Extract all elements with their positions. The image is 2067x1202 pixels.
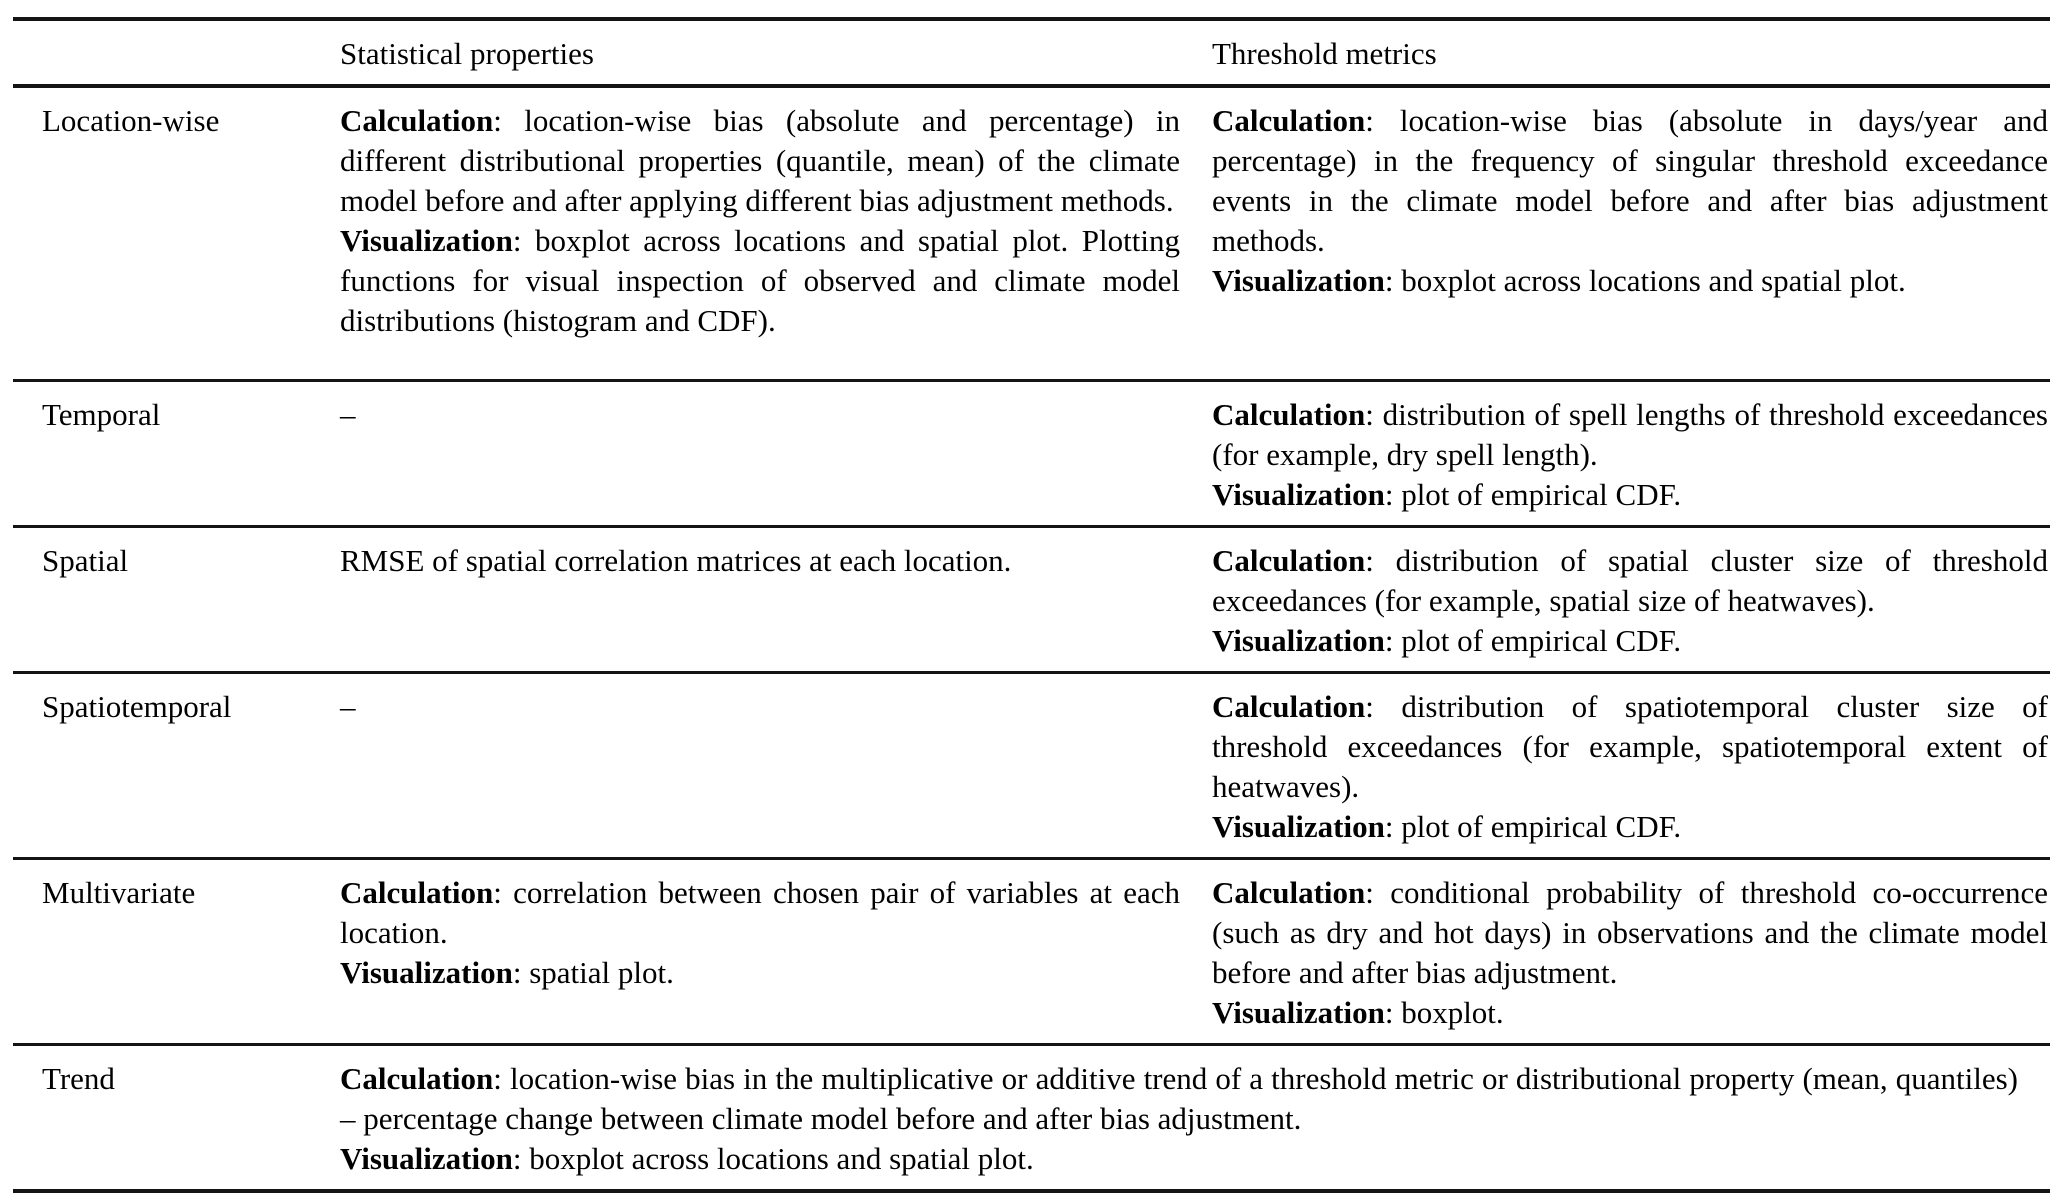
paragraph-label: Calculation	[1212, 688, 1366, 724]
cell-paragraph: Visualization: spatial plot.	[340, 954, 674, 990]
threshold-metrics-cell: Calculation: distribution of spatiotempo…	[1212, 672, 2050, 858]
threshold-metrics-cell: Calculation: distribution of spell lengt…	[1212, 380, 2050, 526]
cell-paragraph: Visualization: plot of empirical CDF.	[1212, 622, 1682, 658]
table-header-row: Statistical properties Threshold metrics	[13, 19, 2050, 86]
paragraph-label: Visualization	[1212, 476, 1385, 512]
paragraph-label: Calculation	[1212, 542, 1366, 578]
row-label: Temporal	[42, 396, 161, 432]
paragraph-label: Visualization	[340, 1140, 513, 1176]
threshold-metrics-cell: Calculation: conditional probability of …	[1212, 858, 2050, 1044]
paragraph-label: Visualization	[340, 954, 513, 990]
statistical-properties-cell: RMSE of spatial correlation matrices at …	[340, 526, 1212, 672]
table-row: Spatial RMSE of spatial correlation matr…	[13, 526, 2050, 672]
row-label: Multivariate	[42, 874, 196, 910]
statistical-properties-cell: Calculation: location-wise bias in the m…	[340, 1044, 2050, 1191]
paragraph-label: Calculation	[1212, 396, 1366, 432]
paragraph-label: Visualization	[1212, 994, 1385, 1030]
table-body: Location-wise Calculation: location-wise…	[13, 86, 2050, 1191]
paragraph-label: Calculation	[340, 103, 494, 138]
cell-paragraph: Visualization: plot of empirical CDF.	[1212, 808, 1682, 844]
cell-paragraph: Calculation: distribution of spatiotempo…	[1212, 688, 2048, 804]
cell-paragraph: Visualization: boxplot.	[1212, 994, 1504, 1030]
threshold-metrics-cell: Calculation: location-wise bias (absolut…	[1212, 86, 2050, 380]
table-row: Spatiotemporal – Calculation: distributi…	[13, 672, 2050, 858]
statistical-properties-cell: Calculation: correlation between chosen …	[340, 858, 1212, 1044]
cell-paragraph: Visualization: boxplot across locations …	[340, 223, 1180, 338]
cell-paragraph: Calculation: correlation between chosen …	[340, 874, 1180, 950]
cell-paragraph: Calculation: location-wise bias (absolut…	[340, 103, 1180, 218]
row-label: Spatiotemporal	[42, 688, 232, 724]
paragraph-label: Calculation	[340, 874, 494, 910]
cell-paragraph: Visualization: plot of empirical CDF.	[1212, 476, 1682, 512]
paragraph-label: Visualization	[340, 223, 513, 258]
table-row: Multivariate Calculation: correlation be…	[13, 858, 2050, 1044]
cell-paragraph: –	[340, 688, 356, 724]
paragraph-label: Visualization	[1212, 808, 1385, 844]
cell-paragraph: Visualization: boxplot across locations …	[1212, 263, 1906, 298]
cell-paragraph: Calculation: location-wise bias (absolut…	[1212, 103, 2048, 258]
paragraph-label: Calculation	[1212, 103, 1366, 138]
cell-paragraph: RMSE of spatial correlation matrices at …	[340, 542, 1012, 578]
paragraph-label: Calculation	[1212, 874, 1366, 910]
cell-paragraph: –	[340, 396, 356, 432]
row-label: Spatial	[42, 542, 129, 578]
cell-paragraph: Visualization: boxplot across locations …	[340, 1140, 1034, 1176]
table-row: Trend Calculation: location-wise bias in…	[13, 1044, 2050, 1191]
header-statistical-properties: Statistical properties	[340, 36, 594, 71]
cell-paragraph: Calculation: conditional probability of …	[1212, 874, 2048, 990]
paragraph-label: Visualization	[1212, 263, 1385, 298]
threshold-metrics-cell: Calculation: distribution of spatial clu…	[1212, 526, 2050, 672]
evaluation-metrics-table: Statistical properties Threshold metrics…	[13, 17, 2050, 1193]
cell-paragraph: Calculation: location-wise bias in the m…	[340, 1060, 2018, 1136]
table-row: Location-wise Calculation: location-wise…	[13, 86, 2050, 380]
header-threshold-metrics: Threshold metrics	[1212, 36, 1437, 71]
table-row: Temporal – Calculation: distribution of …	[13, 380, 2050, 526]
row-label: Trend	[42, 1060, 115, 1096]
statistical-properties-cell: –	[340, 380, 1212, 526]
statistical-properties-cell: Calculation: location-wise bias (absolut…	[340, 86, 1212, 380]
statistical-properties-cell: –	[340, 672, 1212, 858]
table-header: Statistical properties Threshold metrics	[13, 19, 2050, 86]
header-empty-cell	[13, 19, 340, 86]
cell-paragraph: Calculation: distribution of spatial clu…	[1212, 542, 2048, 618]
paragraph-label: Visualization	[1212, 622, 1385, 658]
row-label: Location-wise	[42, 103, 220, 138]
paragraph-label: Calculation	[340, 1060, 494, 1096]
cell-paragraph: Calculation: distribution of spell lengt…	[1212, 396, 2048, 472]
